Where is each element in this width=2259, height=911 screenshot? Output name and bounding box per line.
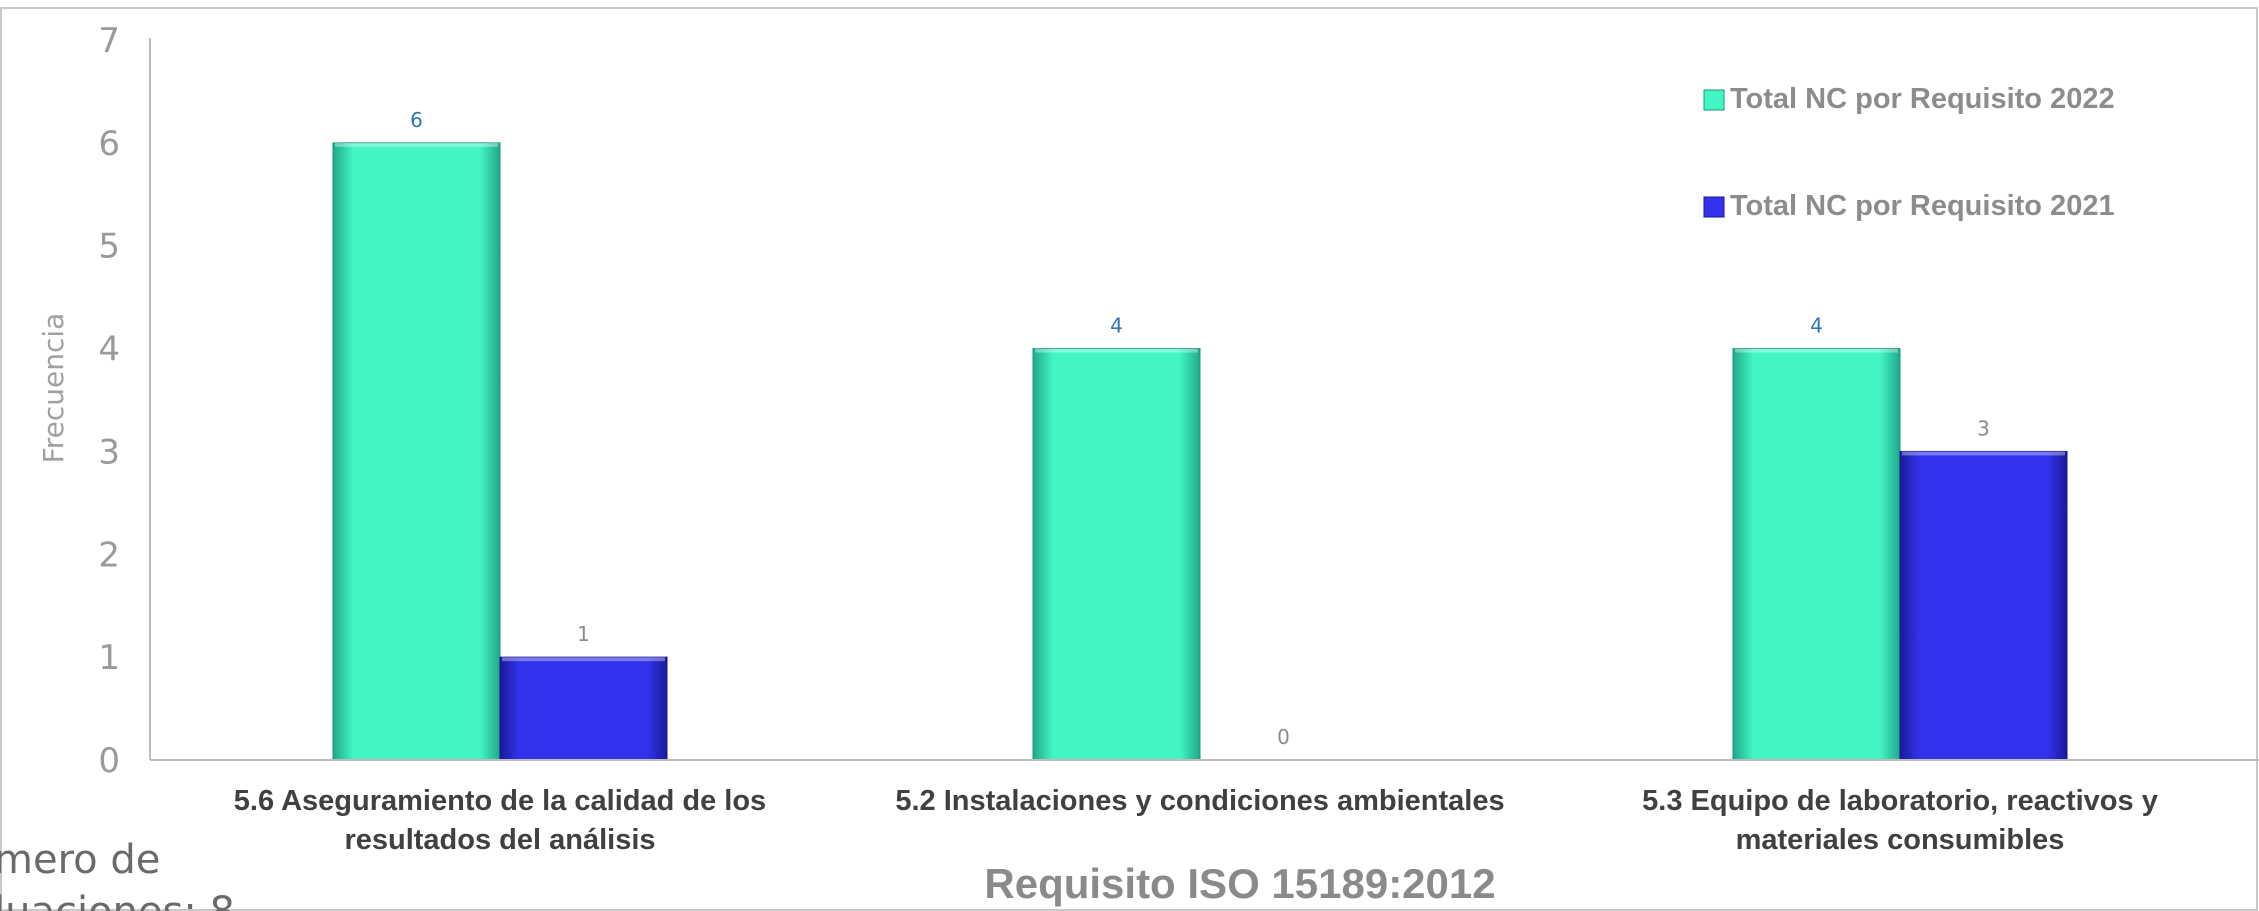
legend-label: Total NC por Requisito 2022	[1730, 83, 2115, 115]
y-tick-label: 7	[98, 21, 120, 61]
side-note-line-2: luaciones: 8	[0, 889, 235, 911]
y-tick-label: 2	[98, 535, 120, 575]
y-axis-title: Frecuencia	[37, 313, 70, 464]
y-tick-label: 5	[98, 227, 120, 267]
legend-swatch	[1703, 196, 1725, 218]
legend: Total NC por Requisito 2022 Total NC por …	[1703, 83, 2115, 222]
data-label: 6	[410, 108, 423, 132]
bar	[1032, 348, 1201, 761]
category-label: 5.2 Instalaciones y condiciones ambienta…	[895, 785, 1504, 817]
side-note-line-1: mero de	[0, 837, 160, 883]
y-tick-label: 6	[98, 124, 120, 164]
data-label: 0	[1277, 725, 1290, 749]
data-label: 4	[1810, 314, 1823, 338]
y-tick-label: 4	[98, 330, 120, 370]
data-label: 3	[1977, 416, 1990, 440]
x-axis-title: Requisito ISO 15189:2012	[984, 860, 1495, 907]
bar-highlight	[1035, 348, 1198, 353]
bar	[1732, 348, 1901, 761]
legend-label: Total NC por Requisito 2021	[1730, 190, 2115, 222]
y-tick-label: 0	[98, 741, 120, 781]
category-label: resultados del análisis	[344, 824, 655, 856]
legend-swatch	[1703, 89, 1725, 111]
y-tick-label: 1	[98, 638, 120, 678]
bar-highlight	[1902, 451, 2065, 456]
y-tick-label: 3	[98, 432, 120, 472]
category-label: materiales consumibles	[1736, 824, 2065, 856]
data-label: 4	[1110, 314, 1123, 338]
bar-highlight	[335, 142, 498, 147]
data-label: 1	[577, 622, 590, 646]
bar-highlight	[1735, 348, 1898, 353]
chart-border	[0, 7, 2258, 911]
bar	[499, 656, 668, 761]
category-label: 5.3 Equipo de laboratorio, reactivos y	[1642, 785, 2158, 817]
bar	[1899, 450, 2068, 761]
bar-highlight	[502, 657, 665, 662]
category-label: 5.6 Aseguramiento de la calidad de los	[234, 785, 766, 817]
bar	[332, 142, 501, 761]
